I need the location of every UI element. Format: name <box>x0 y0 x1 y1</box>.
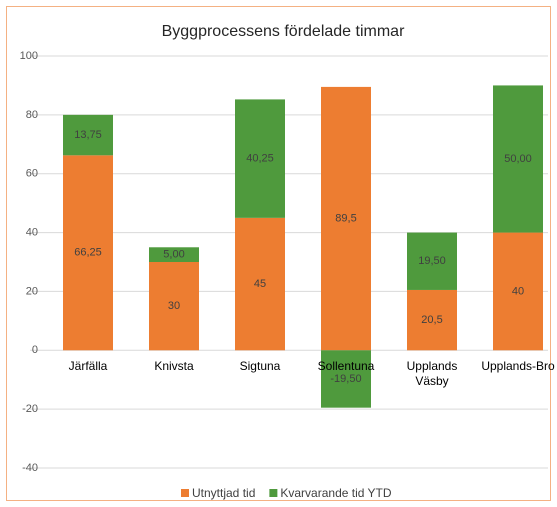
data-label: 89,5 <box>335 212 356 224</box>
x-tick-label-box: Knivsta <box>154 359 194 374</box>
bar-segment <box>407 232 457 290</box>
y-tick-label: 60 <box>26 168 38 180</box>
legend-swatch <box>181 489 189 497</box>
x-tick-label-box: Sollentuna <box>317 359 375 374</box>
data-label: 66,25 <box>74 247 102 259</box>
legend-label: Utnyttjad tid <box>192 486 255 500</box>
x-tick-label: Järfälla <box>68 359 108 374</box>
bar-segment <box>149 247 199 262</box>
x-tick-label: Sigtuna <box>239 359 281 374</box>
y-tick-label: -40 <box>22 462 38 474</box>
x-tick-label: Sollentuna <box>317 359 375 374</box>
data-label: 20,5 <box>421 314 442 326</box>
bar-segment <box>493 232 543 351</box>
data-label: 45 <box>254 278 266 290</box>
y-tick-label: 80 <box>26 109 38 121</box>
bar-segment <box>321 350 371 408</box>
data-label: 5,00 <box>163 249 184 261</box>
data-label: 40,25 <box>246 153 274 165</box>
data-label: 13,75 <box>74 129 102 141</box>
x-tick-label-box: Sigtuna <box>239 359 281 374</box>
bar-segment <box>63 114 113 156</box>
bar-segment <box>407 289 457 351</box>
bar-segment <box>149 262 199 351</box>
y-tick-label: 20 <box>26 285 38 297</box>
x-tick-label-box: Upplands-Bro <box>481 359 555 374</box>
bar-segment <box>321 86 371 351</box>
legend-label: Kvarvarande tid YTD <box>280 486 391 500</box>
x-tick-label-box: Järfälla <box>68 359 108 374</box>
y-tick-label: 0 <box>32 344 38 356</box>
chart-title: Byggprocessens fördelade timmar <box>162 23 405 40</box>
x-tick-label: Upplands-Bro <box>481 359 555 374</box>
data-label: -19,50 <box>330 373 361 385</box>
bar-segment <box>235 99 285 218</box>
y-tick-label: -20 <box>22 403 38 415</box>
y-tick-label: 100 <box>20 50 38 62</box>
data-label: 40 <box>512 285 524 297</box>
data-label: 30 <box>168 300 180 312</box>
bar-segment <box>63 155 113 351</box>
data-label: 19,50 <box>418 255 446 267</box>
y-tick-label: 40 <box>26 226 38 238</box>
x-tick-label: Knivsta <box>154 359 194 374</box>
legend-swatch <box>269 489 278 497</box>
bar-segment <box>493 85 543 233</box>
x-tick-label-box: Upplands Väsby <box>406 359 458 389</box>
x-tick-label: Upplands Väsby <box>406 359 458 389</box>
data-label: 50,00 <box>504 153 532 165</box>
bar-segment <box>235 217 285 351</box>
